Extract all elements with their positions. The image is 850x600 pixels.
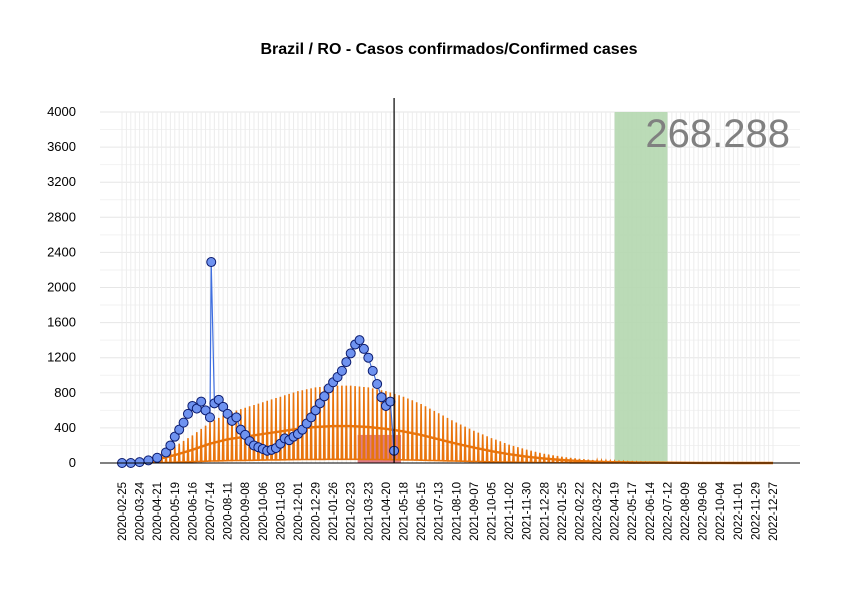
x-tick-label: 2020-12-29	[311, 482, 323, 541]
observed-point	[306, 412, 317, 423]
x-tick-label: 2021-11-02	[504, 482, 516, 540]
x-tick-label: 2021-01-26	[328, 482, 340, 541]
y-tick-label: 3200	[47, 174, 76, 189]
x-tick-label: 2022-09-06	[698, 482, 710, 541]
x-tick-label: 2021-09-07	[469, 482, 481, 541]
observed-point	[174, 424, 185, 435]
y-tick-label: 2800	[47, 209, 76, 224]
observed-point	[385, 396, 396, 407]
x-tick-label: 2022-03-22	[592, 482, 604, 541]
observed-point	[363, 352, 374, 363]
observed-point	[134, 457, 145, 468]
observed-point	[336, 365, 347, 376]
observed-point	[169, 431, 180, 442]
x-tick-label: 2020-06-16	[187, 482, 199, 541]
x-tick-label: 2022-10-04	[715, 481, 727, 540]
x-tick-label: 2021-12-28	[539, 482, 551, 541]
observed-series	[117, 257, 400, 468]
x-tick-label: 2021-03-23	[363, 482, 375, 541]
y-tick-label: 400	[54, 420, 76, 435]
y-tick-label: 1200	[47, 350, 76, 365]
x-tick-label: 2021-05-18	[399, 482, 411, 541]
x-tick-label: 2021-06-15	[416, 482, 428, 541]
x-tick-label: 2020-04-21	[152, 482, 164, 541]
x-tick-label: 2021-04-20	[381, 482, 393, 541]
x-tick-label: 2022-08-09	[680, 482, 692, 541]
x-tick-label: 2020-07-14	[205, 481, 217, 540]
x-axis-ticks: 2020-02-25 2020-03-24 2020-04-21 2020-05-19…	[117, 481, 780, 540]
observed-point	[358, 343, 369, 354]
observed-point	[196, 396, 207, 407]
x-tick-label: 2022-01-25	[557, 482, 569, 541]
y-tick-label: 1600	[47, 315, 76, 330]
x-tick-label: 2022-07-12	[662, 482, 674, 541]
total-cases-label: 268.288	[645, 112, 790, 156]
observed-point	[222, 408, 233, 419]
observed-point	[178, 417, 189, 428]
observed-point	[310, 405, 321, 416]
y-axis-ticks: 0 400 800 1200 1600 2000 2400 2800 3200 3600 4000	[47, 104, 76, 470]
y-tick-label: 4000	[47, 104, 76, 119]
observed-point	[160, 447, 171, 458]
y-tick-label: 2400	[47, 244, 76, 259]
observed-point	[372, 379, 383, 390]
axes	[100, 98, 800, 464]
observed-point	[182, 408, 193, 419]
x-tick-label: 2022-11-29	[750, 482, 762, 540]
y-tick-label: 2000	[47, 280, 76, 295]
observed-point	[200, 405, 211, 416]
observed-point	[314, 398, 325, 409]
x-tick-label: 2022-06-14	[645, 481, 657, 540]
y-tick-label: 0	[69, 455, 76, 470]
observed-point	[231, 412, 242, 423]
x-tick-label: 2020-12-01	[293, 482, 305, 541]
x-tick-label: 2021-08-10	[451, 482, 463, 541]
observed-point	[345, 348, 356, 359]
x-tick-label: 2021-11-30	[522, 482, 534, 540]
observed-point	[218, 401, 229, 412]
x-tick-label: 2020-08-11	[223, 482, 235, 540]
observed-point	[206, 257, 217, 268]
x-tick-label: 2020-10-06	[258, 482, 270, 541]
x-tick-label: 2020-03-24	[135, 481, 147, 540]
x-tick-label: 2020-02-25	[117, 482, 129, 541]
x-tick-label: 2021-07-13	[434, 482, 446, 541]
observed-point	[354, 335, 365, 346]
observed-point	[376, 392, 387, 403]
x-tick-label: 2020-11-03	[275, 482, 287, 540]
observed-point	[143, 455, 154, 466]
observed-point	[204, 412, 215, 423]
x-tick-label: 2022-04-19	[610, 482, 622, 541]
observed-point	[367, 365, 378, 376]
x-tick-label: 2022-12-27	[768, 482, 780, 541]
observed-point	[341, 357, 352, 368]
y-tick-label: 800	[54, 385, 76, 400]
band	[614, 112, 668, 463]
x-tick-label: 2021-10-05	[486, 482, 498, 541]
observed-point	[152, 452, 163, 463]
y-tick-label: 3600	[47, 139, 76, 154]
x-tick-label: 2022-02-22	[574, 482, 586, 541]
x-tick-label: 2020-09-08	[240, 482, 252, 541]
x-tick-label: 2022-11-01	[733, 482, 745, 540]
x-tick-label: 2020-05-19	[170, 482, 182, 541]
observed-point	[165, 440, 176, 451]
x-tick-label: 2021-02-23	[346, 482, 358, 541]
observed-point	[213, 394, 224, 405]
x-tick-label: 2022-05-17	[627, 482, 639, 541]
observed-point	[319, 391, 330, 402]
chart-title: Brazil / RO - Casos confirmados/Confirme…	[261, 41, 638, 58]
